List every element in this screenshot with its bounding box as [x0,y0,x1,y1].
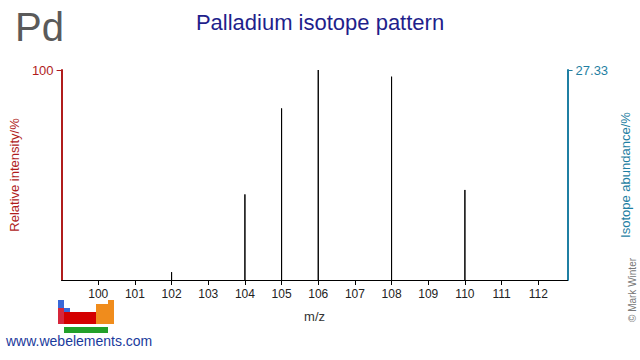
svg-text:100: 100 [32,63,54,78]
svg-text:11.14: 11.14 [229,46,261,61]
svg-text:22.33: 22.33 [265,46,298,61]
svg-text:42.88: 42.88 [449,28,482,43]
svg-text:112: 112 [529,287,548,301]
svg-text:www.webelements.com: www.webelements.com [5,333,152,349]
svg-text:Palladium isotope pattern: Palladium isotope pattern [196,10,444,35]
svg-text:27.33: 27.33 [576,63,609,78]
svg-text:27.33: 27.33 [302,46,335,61]
svg-text:109: 109 [418,287,438,301]
svg-text:108: 108 [382,287,402,301]
svg-text:107: 107 [345,287,365,301]
svg-text:102: 102 [162,287,182,301]
svg-text:11.72: 11.72 [449,46,481,61]
svg-text:101: 101 [125,287,145,301]
svg-text:111: 111 [492,287,511,301]
svg-text:106: 106 [308,287,328,301]
svg-text:1.02: 1.02 [159,46,184,61]
svg-text:© Mark Winter: © Mark Winter [627,257,638,322]
svg-text:Relative intensity/%: Relative intensity/% [7,118,22,232]
svg-text:m/z: m/z [304,309,325,324]
svg-text:26.46: 26.46 [375,46,408,61]
svg-text:Pd: Pd [15,5,64,49]
svg-text:105: 105 [272,287,292,301]
svg-text:Isotope abundance/%: Isotope abundance/% [618,112,633,238]
svg-text:100: 100 [88,287,108,301]
svg-text:103: 103 [198,287,218,301]
svg-text:110: 110 [455,287,474,301]
svg-text:104: 104 [235,287,255,301]
svg-text:3.73: 3.73 [159,28,184,43]
